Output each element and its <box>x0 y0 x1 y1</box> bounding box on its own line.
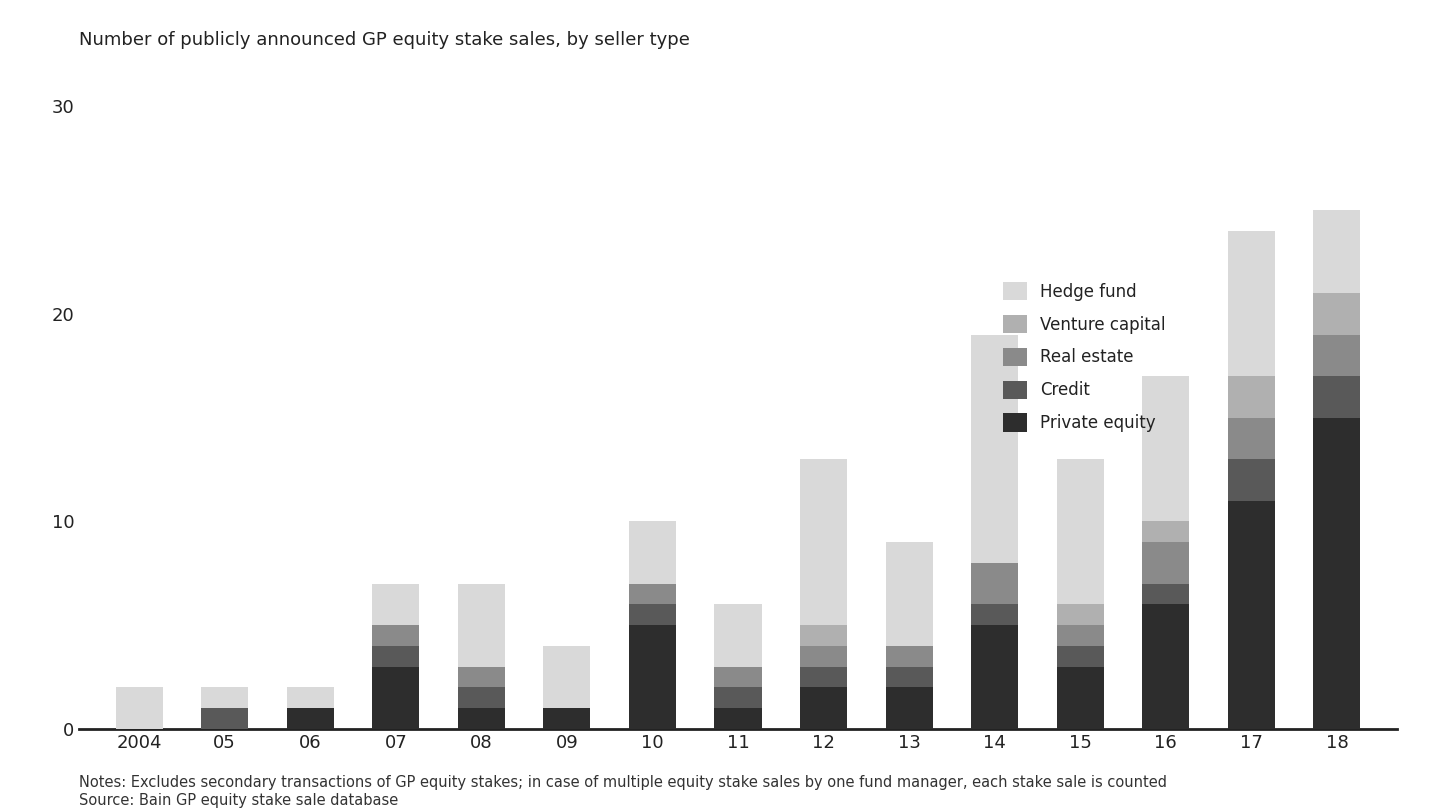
Bar <box>1313 376 1361 418</box>
Bar <box>287 688 334 708</box>
Bar <box>886 688 933 729</box>
Bar <box>287 708 334 729</box>
Bar <box>1057 646 1104 667</box>
Bar <box>1142 376 1189 522</box>
Bar <box>202 688 248 708</box>
Legend: Hedge fund, Venture capital, Real estate, Credit, Private equity: Hedge fund, Venture capital, Real estate… <box>1004 282 1165 432</box>
Bar <box>458 688 505 708</box>
Bar <box>1142 522 1189 542</box>
Bar <box>629 584 675 604</box>
Bar <box>1057 625 1104 646</box>
Text: Source: Bain GP equity stake sale database: Source: Bain GP equity stake sale databa… <box>79 793 399 808</box>
Bar <box>886 646 933 667</box>
Text: Number of publicly announced GP equity stake sales, by seller type: Number of publicly announced GP equity s… <box>79 32 690 49</box>
Bar <box>1142 542 1189 584</box>
Bar <box>372 625 419 646</box>
Bar <box>1228 376 1274 418</box>
Bar <box>1313 418 1361 729</box>
Bar <box>1142 584 1189 604</box>
Bar <box>372 646 419 667</box>
Bar <box>1142 604 1189 729</box>
Bar <box>1313 293 1361 335</box>
Bar <box>886 542 933 646</box>
Bar <box>202 708 248 729</box>
Bar <box>971 335 1018 563</box>
Text: Notes: Excludes secondary transactions of GP equity stakes; in case of multiple : Notes: Excludes secondary transactions o… <box>79 774 1168 790</box>
Bar <box>1313 210 1361 293</box>
Bar <box>801 646 847 667</box>
Bar <box>801 667 847 688</box>
Bar <box>543 708 590 729</box>
Bar <box>458 667 505 688</box>
Bar <box>971 604 1018 625</box>
Bar <box>458 584 505 667</box>
Bar <box>1228 231 1274 376</box>
Bar <box>458 708 505 729</box>
Bar <box>801 625 847 646</box>
Bar <box>1228 501 1274 729</box>
Bar <box>886 667 933 688</box>
Bar <box>372 667 419 729</box>
Bar <box>372 584 419 625</box>
Bar <box>629 604 675 625</box>
Bar <box>1057 667 1104 729</box>
Bar <box>543 646 590 708</box>
Bar <box>801 459 847 625</box>
Bar <box>1313 335 1361 376</box>
Bar <box>115 688 163 729</box>
Bar <box>714 667 762 688</box>
Bar <box>971 625 1018 729</box>
Bar <box>801 688 847 729</box>
Bar <box>629 625 675 729</box>
Bar <box>714 688 762 708</box>
Bar <box>1057 459 1104 604</box>
Bar <box>1228 459 1274 501</box>
Bar <box>1057 604 1104 625</box>
Bar <box>1228 418 1274 459</box>
Bar <box>714 708 762 729</box>
Bar <box>714 604 762 667</box>
Bar <box>629 522 675 584</box>
Bar <box>971 563 1018 604</box>
